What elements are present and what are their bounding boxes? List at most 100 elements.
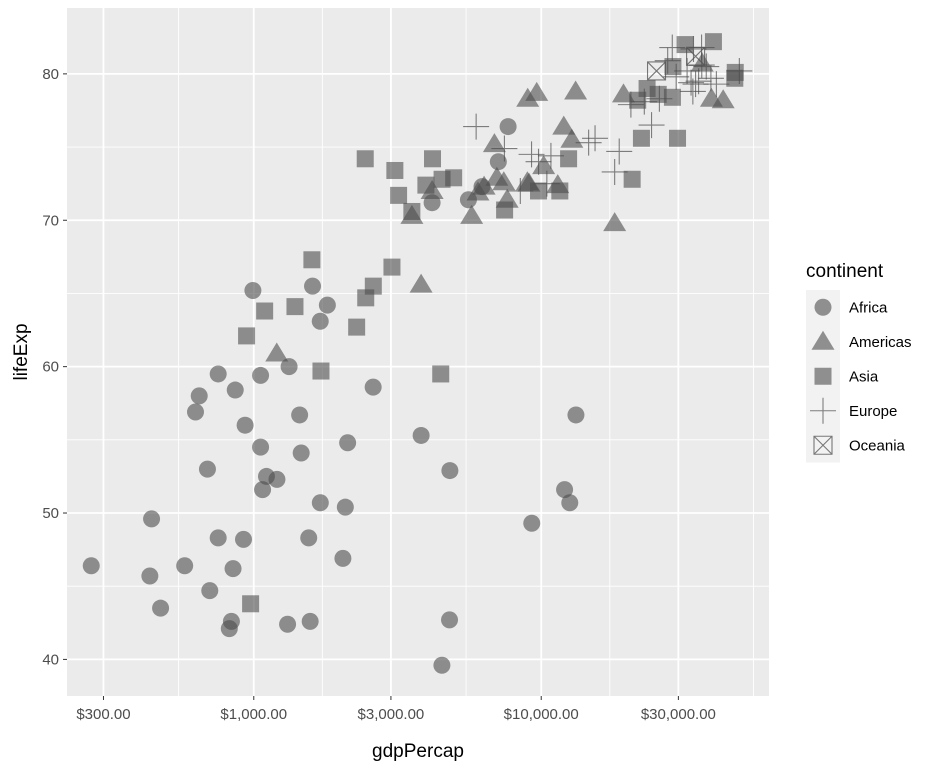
data-points: [82, 33, 753, 674]
data-point-asia: [238, 327, 256, 345]
series-europe: [463, 34, 753, 204]
data-point-europe: [638, 112, 665, 139]
y-tick-label: 50: [42, 505, 59, 522]
data-point-europe: [617, 91, 644, 118]
minor-gridlines: [67, 8, 769, 696]
plot-panel: [67, 8, 769, 696]
data-point-asia: [390, 186, 408, 204]
x-tick-label: $300.00: [76, 706, 130, 723]
legend-label: Oceania: [849, 437, 906, 454]
data-point-asia: [560, 150, 578, 168]
x-tick-label: $10,000.00: [504, 706, 579, 723]
data-point-europe: [537, 142, 564, 169]
data-point-africa: [186, 403, 204, 421]
data-point-africa: [336, 498, 354, 516]
axis-ticks: [63, 73, 679, 700]
data-point-africa: [334, 549, 352, 567]
data-point-asia: [286, 298, 304, 316]
data-point-africa: [433, 656, 451, 674]
data-point-africa: [254, 481, 272, 499]
data-point-europe: [606, 138, 633, 165]
x-tick-label: $30,000.00: [641, 706, 716, 723]
data-point-europe: [703, 71, 730, 98]
data-point-europe: [518, 141, 545, 168]
x-tick-label: $3,000.00: [358, 706, 425, 723]
y-tick-label: 60: [42, 359, 59, 376]
data-point-africa: [141, 567, 159, 585]
data-point-americas: [265, 342, 289, 362]
y-tick-label: 80: [42, 66, 59, 83]
data-point-asia: [417, 176, 435, 194]
data-point-asia: [676, 36, 694, 54]
legend-key-oceania: [813, 435, 833, 455]
data-point-africa: [311, 312, 329, 330]
data-point-africa: [279, 615, 297, 633]
data-point-asia: [551, 182, 569, 200]
data-point-europe: [697, 65, 724, 92]
legend-label: Europe: [849, 403, 897, 420]
data-point-africa: [441, 462, 459, 480]
data-point-asia: [445, 169, 463, 187]
legend-label: Asia: [849, 368, 879, 385]
data-point-americas: [711, 89, 735, 109]
data-point-europe: [663, 63, 690, 90]
data-point-asia: [242, 595, 260, 613]
data-point-asia: [256, 302, 274, 320]
data-point-africa: [364, 378, 382, 396]
data-point-europe: [525, 148, 552, 175]
data-point-africa: [304, 277, 322, 295]
data-point-africa: [441, 611, 459, 629]
legend-key-asia: [814, 367, 832, 385]
x-tick-label: $1,000.00: [220, 706, 287, 723]
data-point-europe: [491, 135, 518, 162]
data-point-europe: [463, 113, 490, 140]
data-point-oceania: [686, 46, 706, 66]
legend-key-europe: [810, 397, 836, 424]
legend-key-africa: [814, 298, 832, 316]
data-point-oceania: [646, 61, 667, 81]
data-point-europe: [533, 170, 560, 197]
data-point-africa: [523, 514, 541, 532]
data-point-americas: [552, 115, 576, 135]
data-point-asia: [496, 201, 514, 219]
data-point-europe: [654, 47, 681, 74]
data-point-europe: [601, 158, 628, 185]
data-point-africa: [234, 530, 252, 548]
legend-item-europe: Europe: [806, 393, 897, 428]
data-point-europe: [631, 88, 658, 115]
legend-label: Africa: [849, 299, 888, 316]
legend-item-africa: Africa: [806, 290, 888, 325]
data-point-asia: [432, 365, 450, 383]
legend-label: Americas: [849, 334, 912, 351]
data-point-europe: [646, 85, 673, 112]
data-point-africa: [152, 599, 170, 617]
y-tick-label: 40: [42, 651, 59, 668]
data-point-africa: [224, 560, 242, 578]
data-point-africa: [556, 481, 574, 499]
data-point-africa: [561, 494, 579, 512]
data-point-africa: [236, 416, 254, 434]
data-point-africa: [300, 529, 318, 547]
data-point-asia: [530, 182, 548, 200]
data-point-asia: [726, 63, 744, 81]
data-point-africa: [143, 510, 161, 528]
data-point-africa: [489, 153, 507, 171]
data-point-asia: [312, 362, 330, 380]
legend-item-oceania: Oceania: [806, 428, 906, 463]
data-point-europe: [575, 129, 602, 156]
y-axis-title: lifeExp: [11, 323, 32, 380]
series-oceania: [646, 46, 706, 81]
data-point-europe: [679, 78, 706, 105]
data-point-africa: [198, 460, 216, 478]
data-point-europe: [726, 57, 753, 84]
data-point-africa: [244, 282, 262, 300]
data-point-asia: [386, 161, 404, 179]
data-point-europe: [693, 53, 720, 80]
data-point-africa: [311, 494, 329, 512]
data-point-asia: [383, 258, 401, 276]
data-point-asia: [424, 150, 442, 168]
data-point-americas: [525, 81, 549, 101]
data-point-africa: [499, 118, 517, 136]
data-point-asia: [704, 33, 722, 51]
